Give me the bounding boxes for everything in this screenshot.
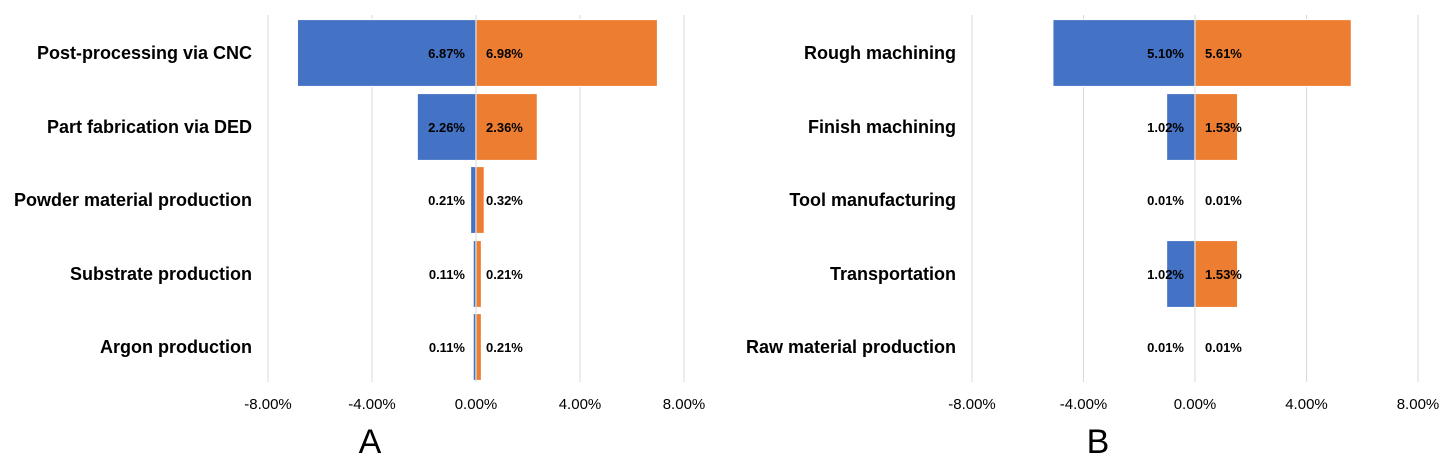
- bar-negative: [469, 165, 477, 235]
- x-tick-label: -8.00%: [948, 396, 996, 413]
- data-label-negative: 0.01%: [1147, 340, 1184, 355]
- bar-negative: [296, 18, 477, 88]
- data-label-negative: 0.11%: [429, 340, 466, 355]
- category-label: Powder material production: [14, 190, 252, 210]
- chart-panel-a: -8.00% -4.00% 0.00% 4.00% 8.00% Post-processi…: [14, 15, 705, 461]
- data-label-positive: 0.01%: [1205, 193, 1242, 208]
- data-label-negative: 0.01%: [1147, 193, 1184, 208]
- data-label-negative: 1.02%: [1147, 267, 1184, 282]
- bar-negative: [416, 92, 477, 162]
- category-label: Post-processing via CNC: [37, 43, 252, 63]
- category-label: Finish machining: [808, 117, 956, 137]
- x-tick-label: 8.00%: [1397, 396, 1440, 413]
- bar-negative: [1052, 18, 1196, 88]
- x-tick-label: 4.00%: [559, 396, 602, 413]
- data-label-negative: 0.21%: [428, 193, 465, 208]
- x-tick-label: 4.00%: [1285, 396, 1328, 413]
- bar-negative: [1165, 239, 1196, 309]
- data-label-negative: 5.10%: [1147, 46, 1184, 61]
- bar-positive: [475, 239, 483, 309]
- category-label: Transportation: [830, 264, 956, 284]
- category-label: Argon production: [100, 337, 252, 357]
- x-tick-label: 0.00%: [1174, 396, 1217, 413]
- data-label-positive: 1.53%: [1205, 267, 1242, 282]
- data-label-positive: 0.32%: [486, 193, 523, 208]
- bar-positive: [1194, 239, 1239, 309]
- bar-positive: [1194, 92, 1239, 162]
- chart-panel-b: -8.00% -4.00% 0.00% 4.00% 8.00% Rough machini…: [746, 15, 1439, 461]
- data-label-negative: 1.02%: [1147, 120, 1184, 135]
- data-label-negative: 2.26%: [428, 120, 465, 135]
- bar-positive: [1194, 18, 1352, 88]
- bar-negative: [1165, 92, 1196, 162]
- data-label-positive: 5.61%: [1205, 46, 1242, 61]
- data-label-positive: 2.36%: [486, 120, 523, 135]
- panel-label: A: [359, 423, 382, 461]
- data-label-positive: 0.01%: [1205, 340, 1242, 355]
- data-label-negative: 0.11%: [429, 267, 466, 282]
- data-label-positive: 0.21%: [486, 340, 523, 355]
- category-label: Tool manufacturing: [789, 190, 956, 210]
- category-label: Rough machining: [804, 43, 956, 63]
- data-label-positive: 1.53%: [1205, 120, 1242, 135]
- bar-positive: [475, 92, 538, 162]
- x-tick-label: -8.00%: [244, 396, 292, 413]
- data-label-positive: 6.98%: [486, 46, 523, 61]
- panel-label: B: [1087, 423, 1110, 461]
- x-tick-label: -4.00%: [348, 396, 396, 413]
- category-label: Raw material production: [746, 337, 956, 357]
- x-tick-label: 8.00%: [663, 396, 706, 413]
- data-label-positive: 0.21%: [486, 267, 523, 282]
- category-label: Part fabrication via DED: [47, 117, 252, 137]
- data-label-negative: 6.87%: [428, 46, 465, 61]
- x-tick-label: -4.00%: [1060, 396, 1108, 413]
- category-label: Substrate production: [70, 264, 252, 284]
- bar-positive: [475, 312, 483, 382]
- x-tick-label: 0.00%: [455, 396, 498, 413]
- bar-positive: [475, 165, 485, 235]
